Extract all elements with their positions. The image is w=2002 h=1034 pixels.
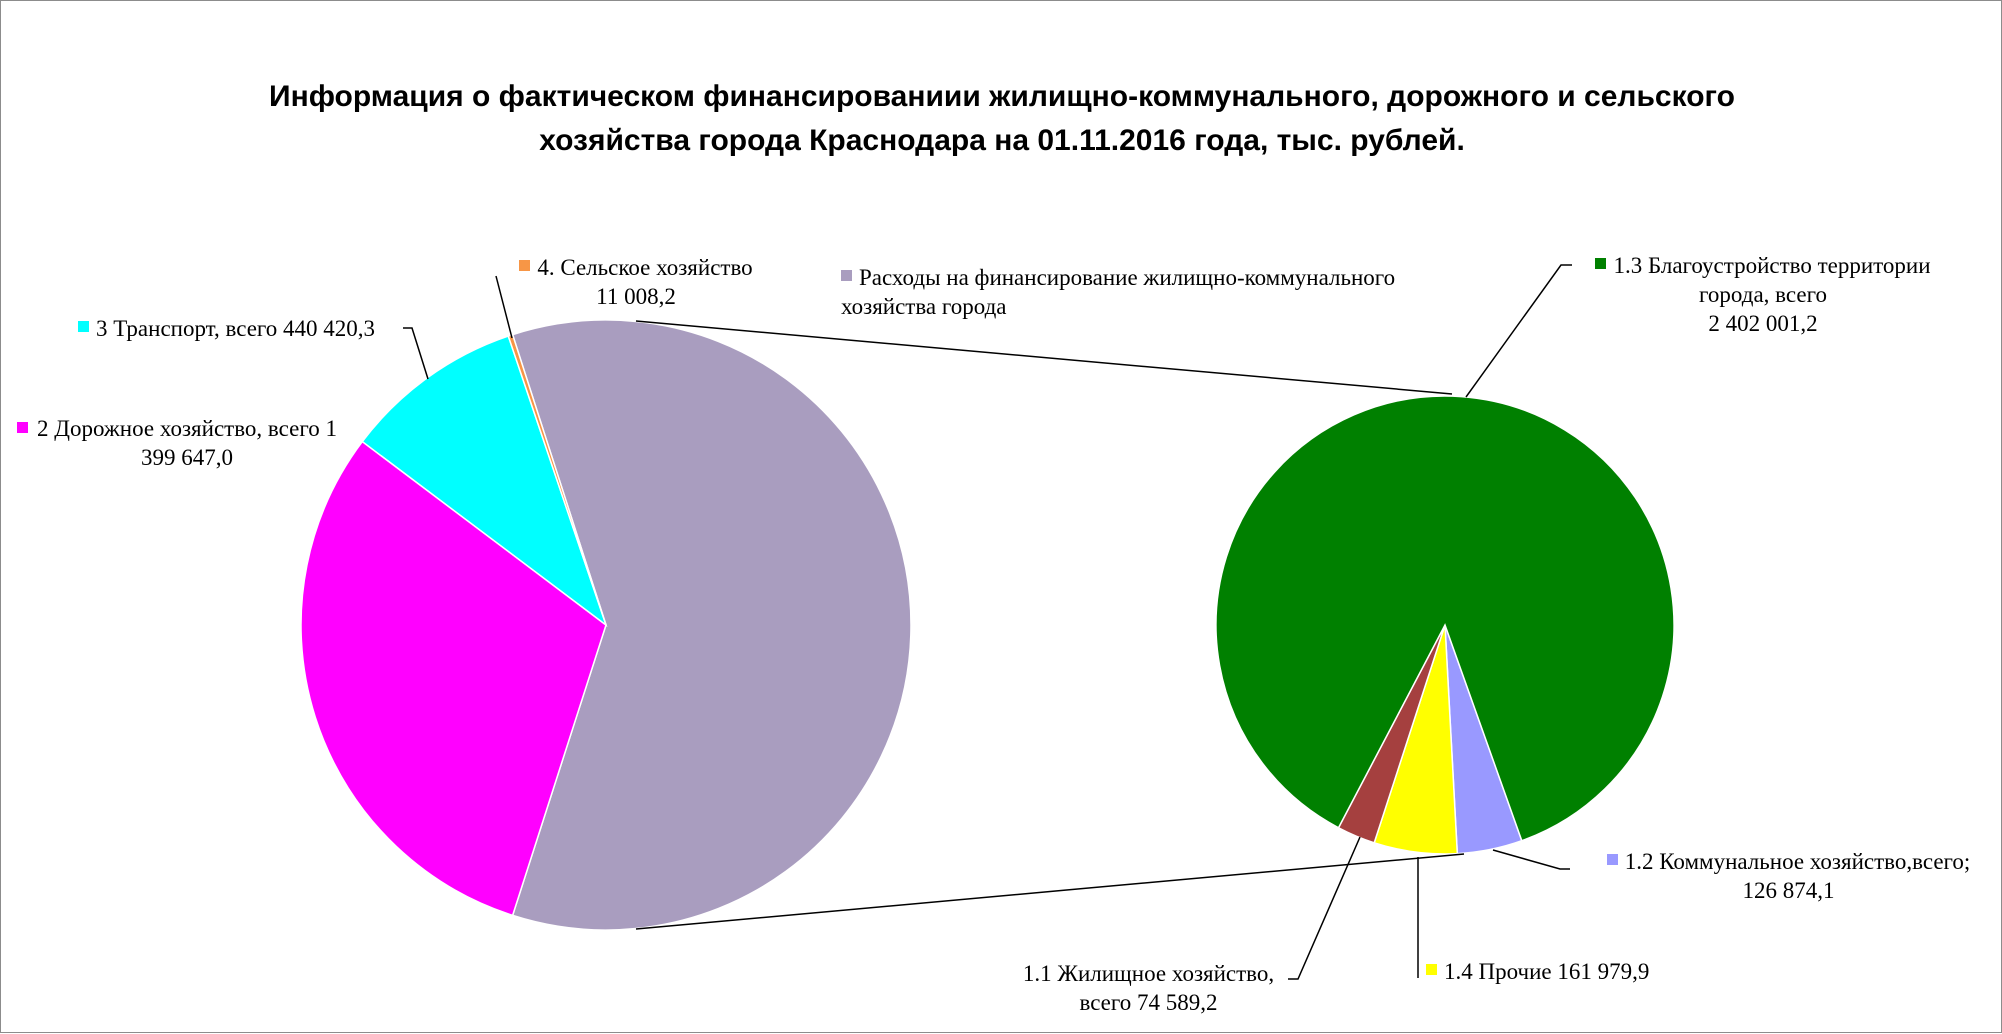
- data-label: 1.2 Коммунальное хозяйство,всего; 126 87…: [1581, 847, 1996, 905]
- legend-key: [841, 270, 852, 281]
- label-value: 1 399 647,0: [141, 416, 337, 470]
- pie-slice: [300, 440, 607, 917]
- leader-line: [403, 327, 429, 380]
- leader-line: [1288, 836, 1361, 980]
- label-value: 74 589,2: [1137, 990, 1218, 1015]
- data-label: 3 Транспорт, всего 440 420,3: [78, 314, 438, 343]
- label-value: 2 402 001,2: [1708, 311, 1818, 336]
- label-name: 3 Транспорт, всего: [96, 316, 278, 341]
- data-label: 2 Дорожное хозяйство, всего 1 399 647,0: [17, 414, 357, 472]
- legend-key: [1606, 854, 1618, 865]
- data-label: 4. Сельское хозяйство 11 008,2: [501, 253, 771, 311]
- label-name: 2 Дорожное хозяйство, всего: [37, 416, 320, 441]
- label-name: 1.2 Коммунальное хозяйство,всего;: [1624, 849, 1971, 874]
- leader-line: [495, 275, 513, 339]
- label-value: 11 008,2: [596, 284, 676, 309]
- label-name: 4. Сельское хозяйство: [537, 255, 753, 280]
- label-name: 1.3 Благоустройство территории города, в…: [1613, 253, 1931, 307]
- data-label: 1.1 Жилищное хозяйство, всего 74 589,2: [996, 959, 1301, 1017]
- label-value: 440 420,3: [283, 316, 376, 341]
- label-value: 126 874,1: [1742, 878, 1835, 903]
- data-label: 1.4 Прочие 161 979,9: [1426, 957, 1726, 986]
- leader-line: [1465, 264, 1572, 398]
- pie-slice: [507, 333, 607, 626]
- legend-key: [1595, 258, 1607, 269]
- legend-key: [1426, 964, 1437, 975]
- connector-line: [635, 320, 1453, 395]
- data-label: Расходы на финансирование жилищно-коммун…: [841, 263, 1441, 321]
- leader-line: [1492, 849, 1570, 870]
- legend-key: [78, 321, 89, 332]
- legend-key: [17, 422, 28, 433]
- pie-slice: [1215, 395, 1675, 842]
- chart-title: Информация о фактическом финансированиии…: [269, 80, 1735, 157]
- label-value: 161 979,9: [1557, 959, 1650, 984]
- legend-key: [519, 260, 531, 271]
- pie-slice: [511, 319, 912, 931]
- label-name: Расходы на финансирование жилищно-коммун…: [841, 265, 1396, 319]
- connector-line: [635, 853, 1465, 930]
- data-label: 1.3 Благоустройство территории города, в…: [1573, 251, 1953, 338]
- label-name: 1.1 Жилищное хозяйство, всего: [1022, 961, 1275, 1015]
- label-name: 1.4 Прочие: [1444, 959, 1552, 984]
